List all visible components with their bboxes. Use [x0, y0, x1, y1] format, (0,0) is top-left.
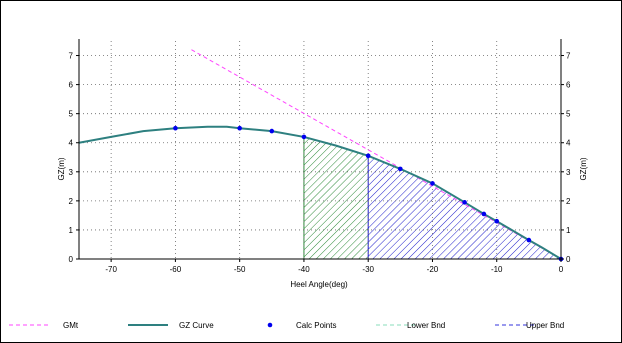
y-tick-label-left: 0: [69, 255, 74, 264]
legend: GMt GZ Curve Calc Points Lower Bnd Upper Bnd: [9, 321, 564, 330]
x-tick-label: -40: [298, 265, 310, 274]
calc-point-marker: [430, 181, 435, 186]
shaded-area-lower-bnd: [303, 136, 369, 259]
x-tick-label: -30: [362, 265, 374, 274]
calc-point-marker: [269, 128, 275, 134]
axes: [76, 39, 564, 262]
series-group: [78, 49, 564, 262]
series-line-gmt: [191, 49, 562, 260]
y-axis-label-right: GZ(m): [579, 157, 588, 180]
legend-label: Lower Bnd: [407, 321, 445, 330]
tick-labels: -70 -60 -50 -40 -30 -20 -10 00 01 12 23 34 45 56 67 7: [69, 52, 571, 274]
y-tick-label-right: 1: [566, 226, 571, 235]
y-tick-label-left: 3: [69, 168, 74, 177]
y-tick-label-left: 4: [69, 139, 74, 148]
y-tick-label-right: 5: [566, 110, 571, 119]
x-tick-label: -20: [427, 265, 439, 274]
calc-point-marker: [481, 211, 487, 217]
y-tick-label-right: 7: [566, 52, 571, 61]
x-tick-label: 0: [559, 265, 564, 274]
x-axis-label: Heel Angle(deg): [290, 280, 348, 289]
y-tick-label-right: 4: [566, 139, 571, 148]
calc-point-marker: [301, 134, 307, 140]
y-tick-label-left: 7: [69, 52, 74, 61]
y-axis-label-left: GZ(m): [57, 157, 66, 180]
x-tick-label: -10: [491, 265, 503, 274]
shaded-areas: [303, 136, 561, 259]
y-tick-label-left: 2: [69, 197, 74, 206]
legend-marker: [267, 322, 273, 328]
legend-label: Calc Points: [296, 321, 336, 330]
y-tick-label-right: 3: [566, 168, 571, 177]
y-tick-label-right: 6: [566, 81, 571, 90]
calc-point-marker: [462, 200, 467, 205]
x-tick-label: -60: [170, 265, 182, 274]
calc-point-marker: [398, 166, 403, 172]
legend-label: GMt: [63, 321, 79, 330]
y-tick-label-left: 1: [69, 226, 74, 235]
y-tick-label-right: 0: [566, 255, 571, 264]
calc-point-marker: [526, 237, 532, 243]
calc-point-marker: [365, 153, 371, 159]
calc-point-marker: [494, 218, 500, 224]
x-tick-label: -50: [234, 265, 246, 274]
legend-label: GZ Curve: [179, 321, 214, 330]
calc-point-marker: [237, 125, 242, 131]
legend-label: Upper Bnd: [526, 321, 564, 330]
calc-point-marker: [173, 125, 178, 131]
y-tick-label-left: 6: [69, 81, 74, 90]
y-tick-label-right: 2: [566, 197, 571, 206]
y-tick-label-left: 5: [69, 110, 74, 119]
shaded-area-upper-bnd: [368, 155, 561, 259]
x-tick-label: -70: [105, 265, 117, 274]
